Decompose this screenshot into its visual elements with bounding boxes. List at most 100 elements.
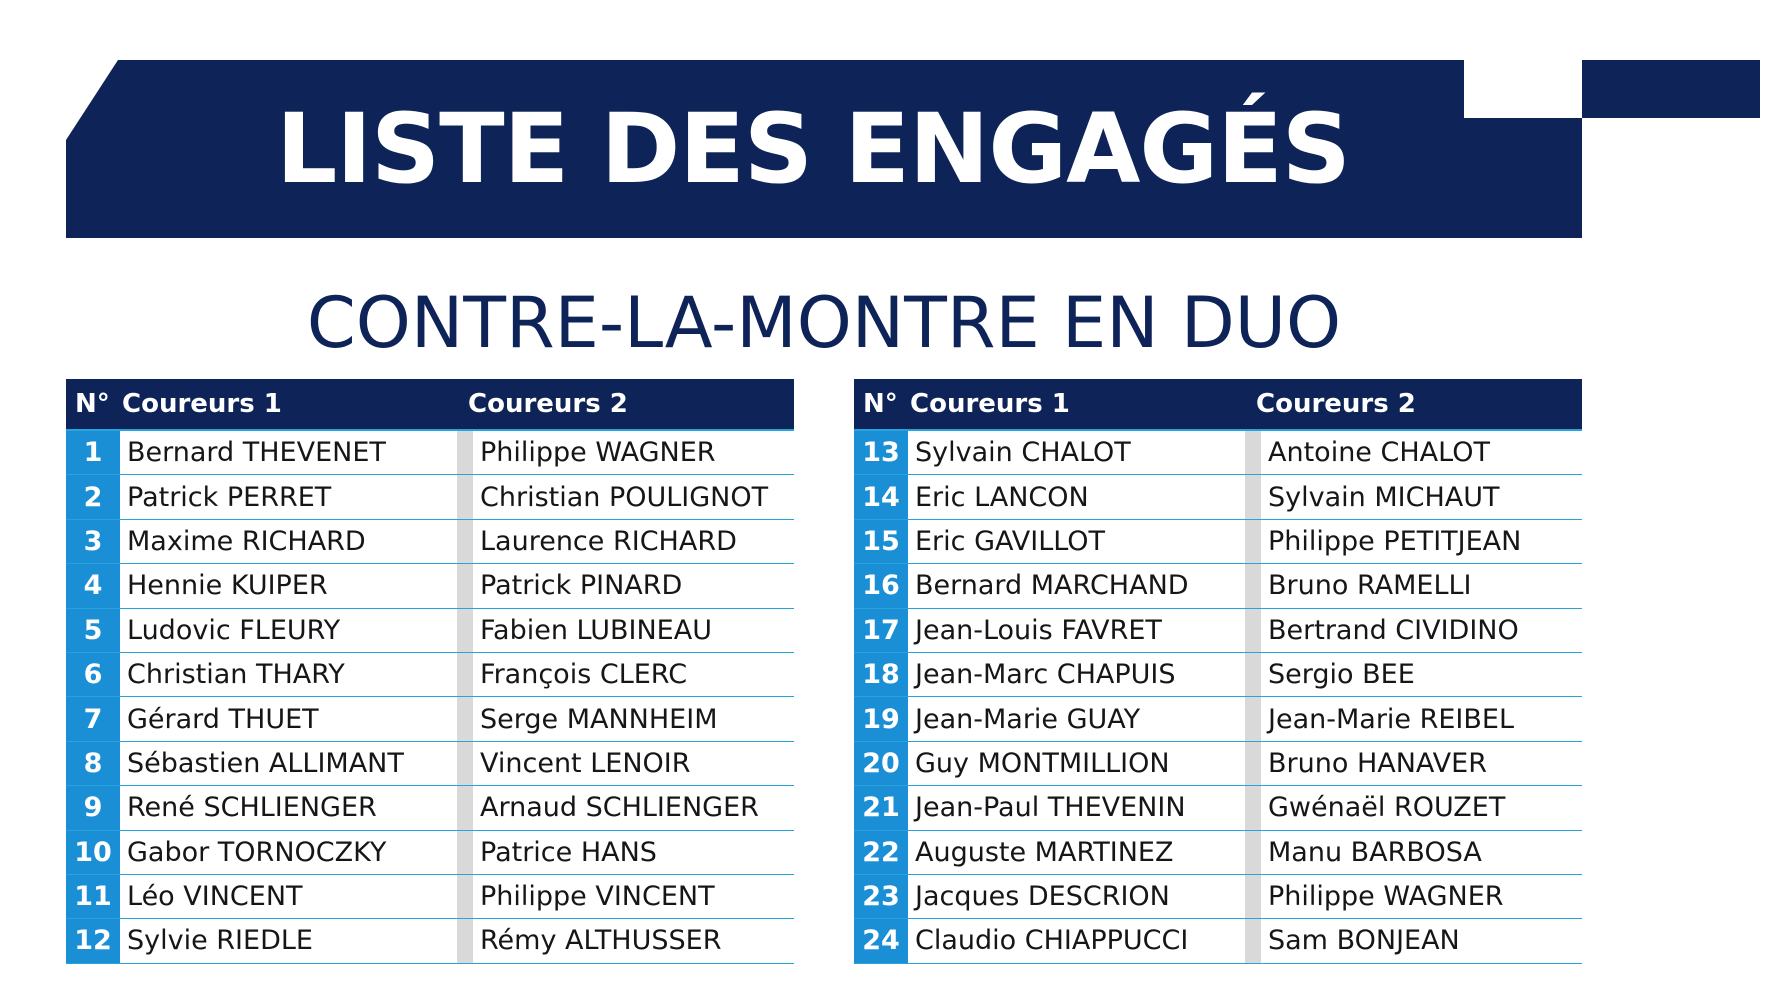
rider1-name: Sylvain CHALOT: [915, 437, 1131, 469]
entry-number: 24: [854, 919, 908, 963]
column-separator: [1245, 652, 1261, 697]
rider2-name: Gwénaël ROUZET: [1268, 792, 1506, 824]
header-number: N°: [75, 389, 110, 419]
rider2-name: Philippe PETITJEAN: [1268, 525, 1522, 557]
table-row: 22 Auguste MARTINEZ Manu BARBOSA: [854, 830, 1582, 875]
entry-number: 9: [66, 786, 120, 830]
column-separator: [457, 431, 473, 475]
rider2-name: Christian POULIGNOT: [480, 481, 769, 513]
table-row: 1 Bernard THEVENET Philippe WAGNER: [66, 431, 794, 476]
entry-number: 4: [66, 564, 120, 608]
table-row: 18 Jean-Marc CHAPUIS Sergio BEE: [854, 652, 1582, 698]
rider2-name: Vincent LENOIR: [480, 747, 691, 779]
rider1-name: Sylvie RIEDLE: [127, 925, 313, 957]
rider1-name: Auguste MARTINEZ: [915, 836, 1174, 868]
rider2-name: Patrice HANS: [480, 836, 657, 868]
rider2-name: Serge MANNHEIM: [480, 703, 718, 735]
rider1-name: Gabor TORNOCZKY: [127, 836, 387, 868]
rider2-name: Bruno RAMELLI: [1268, 570, 1472, 602]
table-row: 13 Sylvain CHALOT Antoine CHALOT: [854, 431, 1582, 476]
table-row: 17 Jean-Louis FAVRET Bertrand CIVIDINO: [854, 608, 1582, 653]
entry-number: 10: [66, 830, 120, 874]
column-separator: [457, 564, 473, 608]
entry-number: 12: [66, 919, 120, 963]
rider2-name: Patrick PINARD: [480, 570, 683, 602]
banner-corner-block: [1582, 60, 1760, 118]
table-row: 10 Gabor TORNOCZKY Patrice HANS: [66, 830, 794, 875]
rider2-name: Laurence RICHARD: [480, 525, 737, 557]
table-row: 16 Bernard MARCHAND Bruno RAMELLI: [854, 564, 1582, 609]
rider1-name: Gérard THUET: [127, 703, 319, 735]
table-row: 14 Eric LANCON Sylvain MICHAUT: [854, 475, 1582, 520]
page-title: LISTE DES ENGAGÉS: [276, 93, 1351, 205]
column-separator: [1245, 874, 1261, 919]
rider2-name: Bertrand CIVIDINO: [1268, 614, 1519, 646]
rider2-name: Arnaud SCHLIENGER: [480, 792, 759, 824]
entry-number: 6: [66, 652, 120, 697]
rider2-name: Sam BONJEAN: [1268, 925, 1460, 957]
column-separator: [457, 475, 473, 519]
rider1-name: Jean-Marie GUAY: [915, 703, 1141, 735]
column-separator: [1245, 519, 1261, 564]
entry-number: 17: [854, 608, 908, 652]
table-row: 7 Gérard THUET Serge MANNHEIM: [66, 697, 794, 742]
rider2-name: Bruno HANAVER: [1268, 747, 1487, 779]
entries-table-right: N° Coureurs 1 Coureurs 2 13 Sylvain CHALO…: [854, 379, 1582, 964]
column-separator: [1245, 564, 1261, 608]
column-separator: [457, 919, 473, 963]
column-separator: [457, 608, 473, 652]
rider1-name: Jean-Paul THEVENIN: [915, 792, 1186, 824]
rider1-name: Guy MONTMILLION: [915, 747, 1170, 779]
rider1-name: René SCHLIENGER: [127, 792, 377, 824]
table-row: 6 Christian THARY François CLERC: [66, 652, 794, 698]
entry-number: 15: [854, 519, 908, 564]
table-row: 5 Ludovic FLEURY Fabien LUBINEAU: [66, 608, 794, 653]
rider2-name: Sergio BEE: [1268, 659, 1415, 691]
rider2-name: Antoine CHALOT: [1268, 437, 1490, 469]
rider1-name: Maxime RICHARD: [127, 525, 366, 557]
column-separator: [1245, 697, 1261, 741]
entry-number: 7: [66, 697, 120, 741]
entries-table-left: N° Coureurs 1 Coureurs 2 1 Bernard THEVEN…: [66, 379, 794, 964]
rider2-name: Rémy ALTHUSSER: [480, 925, 722, 957]
header-rider2: Coureurs 2: [468, 389, 628, 419]
rider1-name: Eric LANCON: [915, 481, 1089, 513]
column-separator: [457, 874, 473, 919]
rider2-name: Philippe WAGNER: [1268, 881, 1504, 913]
column-separator: [1245, 475, 1261, 519]
table-row: 4 Hennie KUIPER Patrick PINARD: [66, 564, 794, 609]
rider2-name: François CLERC: [480, 659, 688, 691]
rider2-name: Jean-Marie REIBEL: [1268, 703, 1515, 735]
rider1-name: Bernard MARCHAND: [915, 570, 1189, 602]
column-separator: [457, 786, 473, 830]
rider2-name: Philippe WAGNER: [480, 437, 716, 469]
entry-number: 22: [854, 830, 908, 874]
header-number: N°: [863, 389, 898, 419]
entry-number: 19: [854, 697, 908, 741]
table-row: 8 Sébastien ALLIMANT Vincent LENOIR: [66, 741, 794, 787]
rider1-name: Hennie KUIPER: [127, 570, 328, 602]
column-separator: [457, 519, 473, 564]
entry-number: 8: [66, 741, 120, 786]
rider1-name: Ludovic FLEURY: [127, 614, 341, 646]
table-row: 23 Jacques DESCRION Philippe WAGNER: [854, 874, 1582, 920]
column-separator: [457, 697, 473, 741]
column-separator: [1245, 786, 1261, 830]
table-row: 15 Eric GAVILLOT Philippe PETITJEAN: [854, 519, 1582, 565]
rider2-name: Sylvain MICHAUT: [1268, 481, 1500, 513]
entry-number: 16: [854, 564, 908, 608]
header-rider2: Coureurs 2: [1256, 389, 1416, 419]
column-separator: [1245, 919, 1261, 963]
table-row: 21 Jean-Paul THEVENIN Gwénaël ROUZET: [854, 786, 1582, 831]
table-row: 3 Maxime RICHARD Laurence RICHARD: [66, 519, 794, 565]
table-header: N° Coureurs 1 Coureurs 2: [854, 379, 1582, 431]
entry-number: 21: [854, 786, 908, 830]
rider1-name: Bernard THEVENET: [127, 437, 386, 469]
entry-number: 11: [66, 874, 120, 919]
entry-number: 23: [854, 874, 908, 919]
entry-number: 2: [66, 475, 120, 519]
table-row: 24 Claudio CHIAPPUCCI Sam BONJEAN: [854, 919, 1582, 964]
column-separator: [457, 652, 473, 697]
rider2-name: Fabien LUBINEAU: [480, 614, 712, 646]
entry-number: 20: [854, 741, 908, 786]
